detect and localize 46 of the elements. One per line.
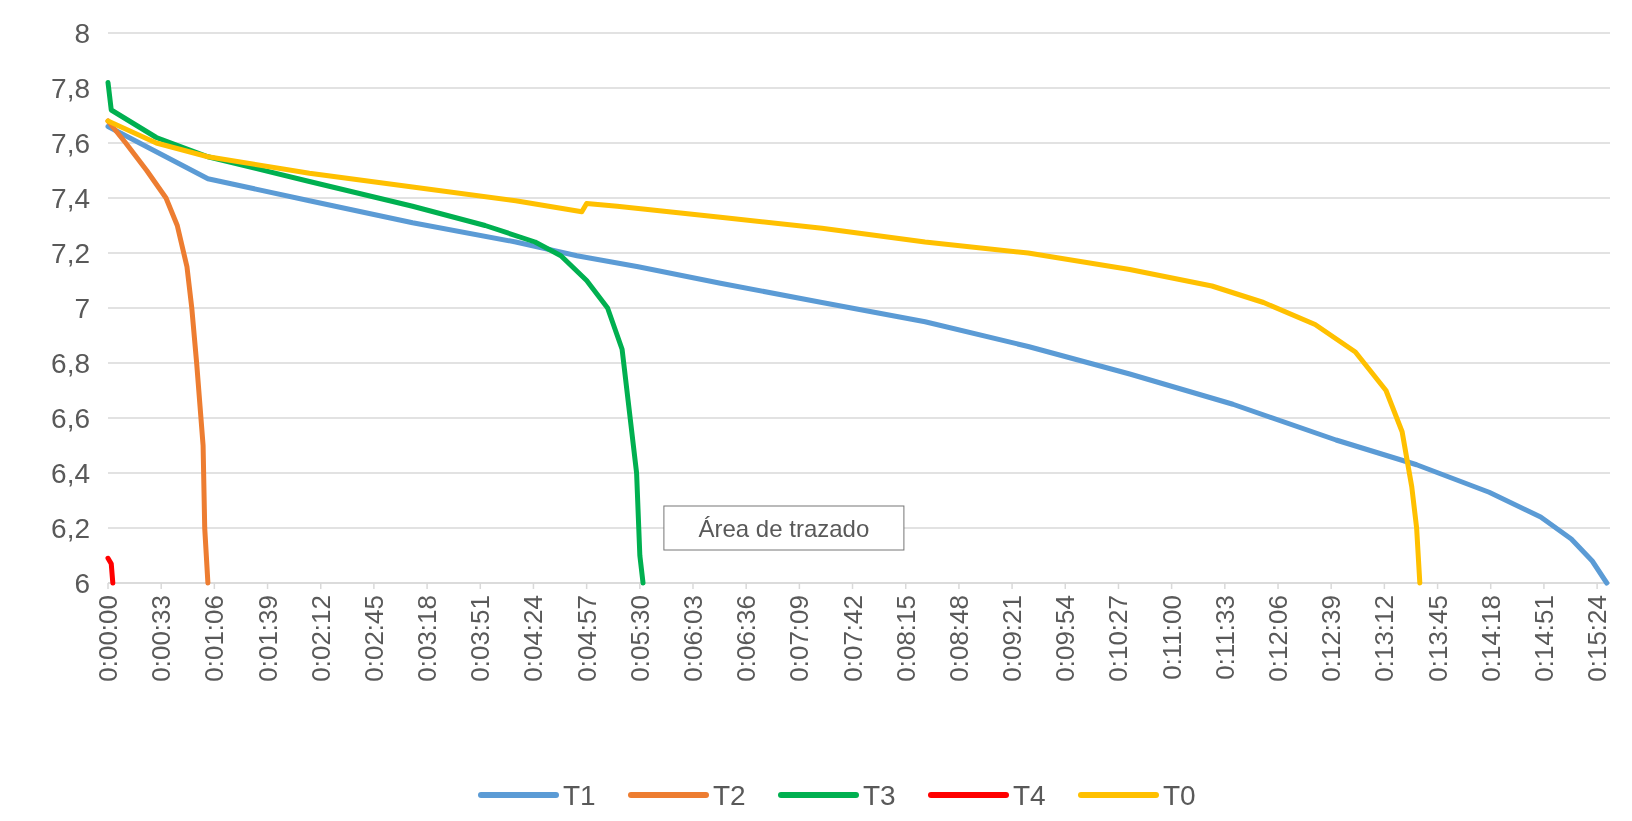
x-tick-label: 0:03:18	[412, 595, 443, 682]
x-tick-label: 0:06:36	[731, 595, 762, 682]
y-tick-label: 7,2	[51, 237, 90, 269]
x-tick-label: 0:00:33	[146, 595, 177, 682]
x-tick-label: 0:03:51	[465, 595, 496, 682]
x-tick-label: 0:12:39	[1316, 595, 1347, 682]
x-tick-label: 0:14:18	[1475, 595, 1506, 682]
y-tick-label: 7,4	[51, 182, 90, 214]
x-tick-label: 0:02:45	[358, 595, 389, 682]
x-tick-label: 0:01:39	[252, 595, 283, 682]
x-tick-label: 0:12:06	[1263, 595, 1294, 682]
x-tick-label: 0:08:15	[890, 595, 921, 682]
x-tick-label: 0:07:09	[784, 595, 815, 682]
x-tick-label: 0:09:54	[1050, 595, 1081, 682]
x-tick-label: 0:13:12	[1369, 595, 1400, 682]
x-tick-label: 0:07:42	[837, 595, 868, 682]
x-tick-label: 0:04:24	[518, 595, 549, 682]
x-tick-label: 0:14:51	[1528, 595, 1559, 682]
x-tick-label: 0:09:21	[997, 595, 1028, 682]
y-tick-label: 6,8	[51, 347, 90, 379]
x-tick-label: 0:06:03	[677, 595, 708, 682]
x-tick-label: 0:13:45	[1422, 595, 1453, 682]
legend-label: T4	[1013, 779, 1046, 811]
y-tick-label: 7,8	[51, 72, 90, 104]
x-tick-label: 0:11:00	[1156, 595, 1187, 680]
y-tick-label: 6,6	[51, 402, 90, 434]
x-tick-label: 0:15:24	[1582, 595, 1613, 682]
x-tick-label: 0:11:33	[1209, 595, 1240, 680]
x-tick-label: 0:05:30	[624, 595, 655, 682]
x-tick-label: 0:08:48	[943, 595, 974, 682]
y-tick-label: 6,2	[51, 512, 90, 544]
y-tick-label: 8	[74, 17, 90, 49]
x-tick-label: 0:10:27	[1103, 595, 1134, 682]
annotation: Área de trazado	[698, 514, 870, 542]
y-tick-label: 7	[74, 292, 90, 324]
x-tick-label: 0:04:57	[571, 595, 602, 682]
y-tick-label: 7,6	[51, 127, 90, 159]
legend-label: T2	[713, 779, 746, 811]
legend-label: T0	[1163, 779, 1196, 811]
x-tick-label: 0:00:00	[93, 595, 123, 682]
y-tick-label: 6,4	[51, 457, 90, 489]
x-tick-label: 0:02:12	[305, 595, 336, 682]
legend-label: T1	[563, 779, 596, 811]
y-tick-label: 6	[74, 567, 90, 599]
legend-label: T3	[863, 779, 896, 811]
x-tick-label: 0:01:06	[199, 595, 230, 682]
